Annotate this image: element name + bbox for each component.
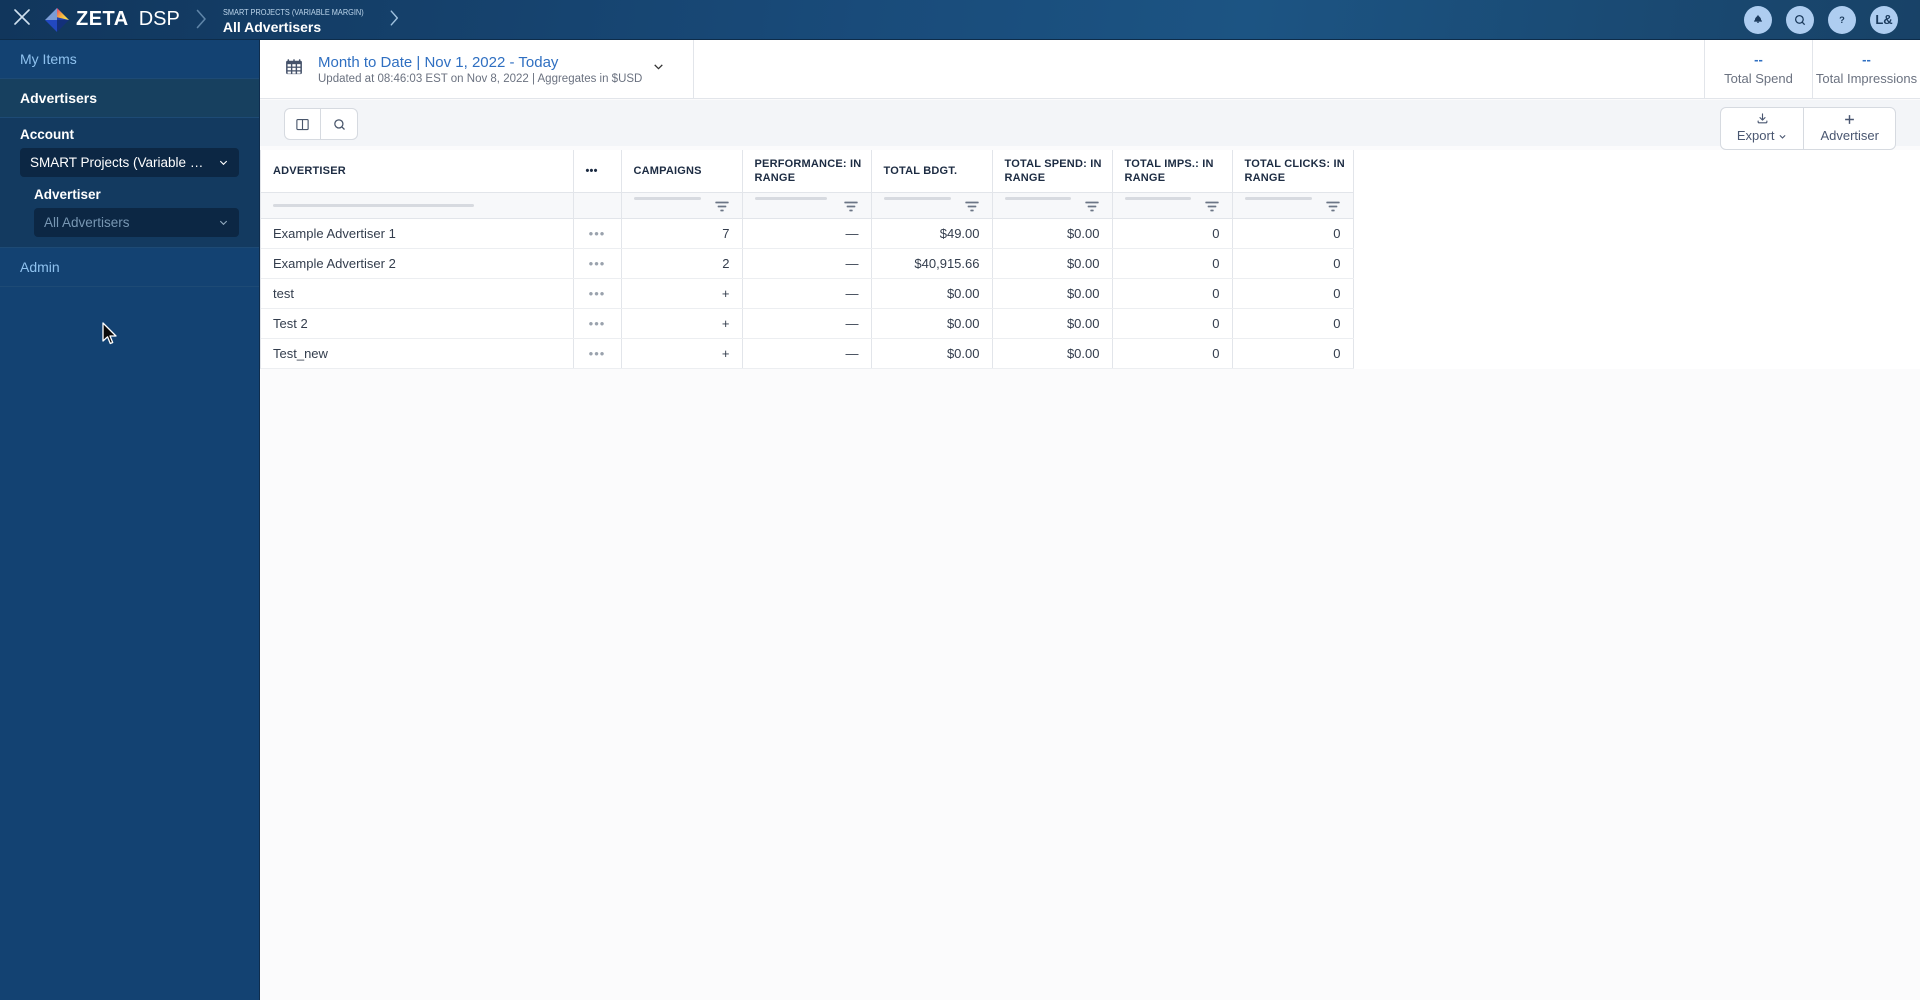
svg-text:?: ? [1839,14,1845,24]
